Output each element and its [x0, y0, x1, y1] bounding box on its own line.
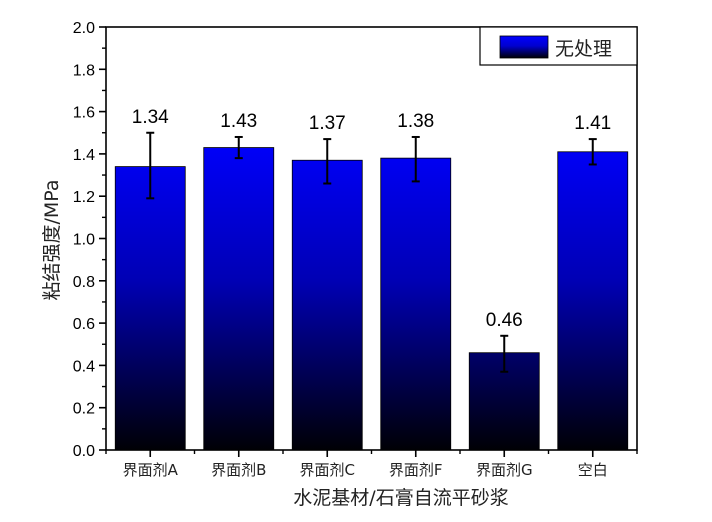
category-label: 界面剂G — [476, 461, 533, 479]
x-axis: 界面剂A 界面剂B 界面剂C 界面剂F 界面剂G 空白 — [105, 450, 638, 479]
y-tick-label: 1.2 — [73, 189, 95, 206]
bar — [114, 166, 186, 451]
bar — [380, 157, 452, 451]
legend: 无处理 — [479, 26, 638, 66]
y-tick-label: 0.6 — [73, 316, 95, 333]
value-label: 1.34 — [132, 107, 169, 128]
legend-label: 无处理 — [555, 38, 612, 60]
category-label: 界面剂C — [300, 461, 355, 479]
y-tick-label: 0.0 — [73, 443, 95, 460]
legend-swatch — [499, 35, 549, 59]
x-axis-title: 水泥基材/石膏自流平砂浆 — [293, 486, 508, 509]
value-label: 1.41 — [574, 113, 611, 134]
value-labels: 1.34 1.43 1.37 1.38 0.46 1.41 — [132, 107, 611, 331]
bar — [557, 151, 629, 451]
bars — [114, 147, 629, 451]
y-tick-label: 2.0 — [73, 20, 95, 37]
value-label: 1.43 — [220, 111, 257, 132]
y-tick-label: 1.8 — [73, 62, 95, 79]
value-label: 1.37 — [309, 113, 346, 134]
y-tick-label: 0.4 — [73, 358, 95, 375]
category-label: 空白 — [578, 461, 608, 479]
error-bars — [146, 131, 597, 373]
y-tick-label: 1.0 — [73, 232, 95, 249]
value-label: 1.38 — [397, 111, 434, 132]
y-tick-label: 0.2 — [73, 401, 95, 418]
y-axis: 0.0 0.2 0.4 0.6 0.8 1.0 1.2 1.4 1.6 1.8 2.0 — [73, 20, 106, 460]
value-label: 0.46 — [486, 310, 523, 331]
bar — [291, 159, 363, 451]
bar — [203, 147, 275, 451]
category-label: 界面剂B — [211, 461, 266, 479]
y-tick-label: 1.6 — [73, 105, 95, 122]
category-label: 界面剂A — [123, 461, 179, 479]
category-label: 界面剂F — [389, 461, 443, 479]
y-tick-label: 1.4 — [73, 147, 95, 164]
y-tick-label: 0.8 — [73, 274, 95, 291]
y-axis-title: 粘结强度/MPa — [41, 179, 63, 300]
